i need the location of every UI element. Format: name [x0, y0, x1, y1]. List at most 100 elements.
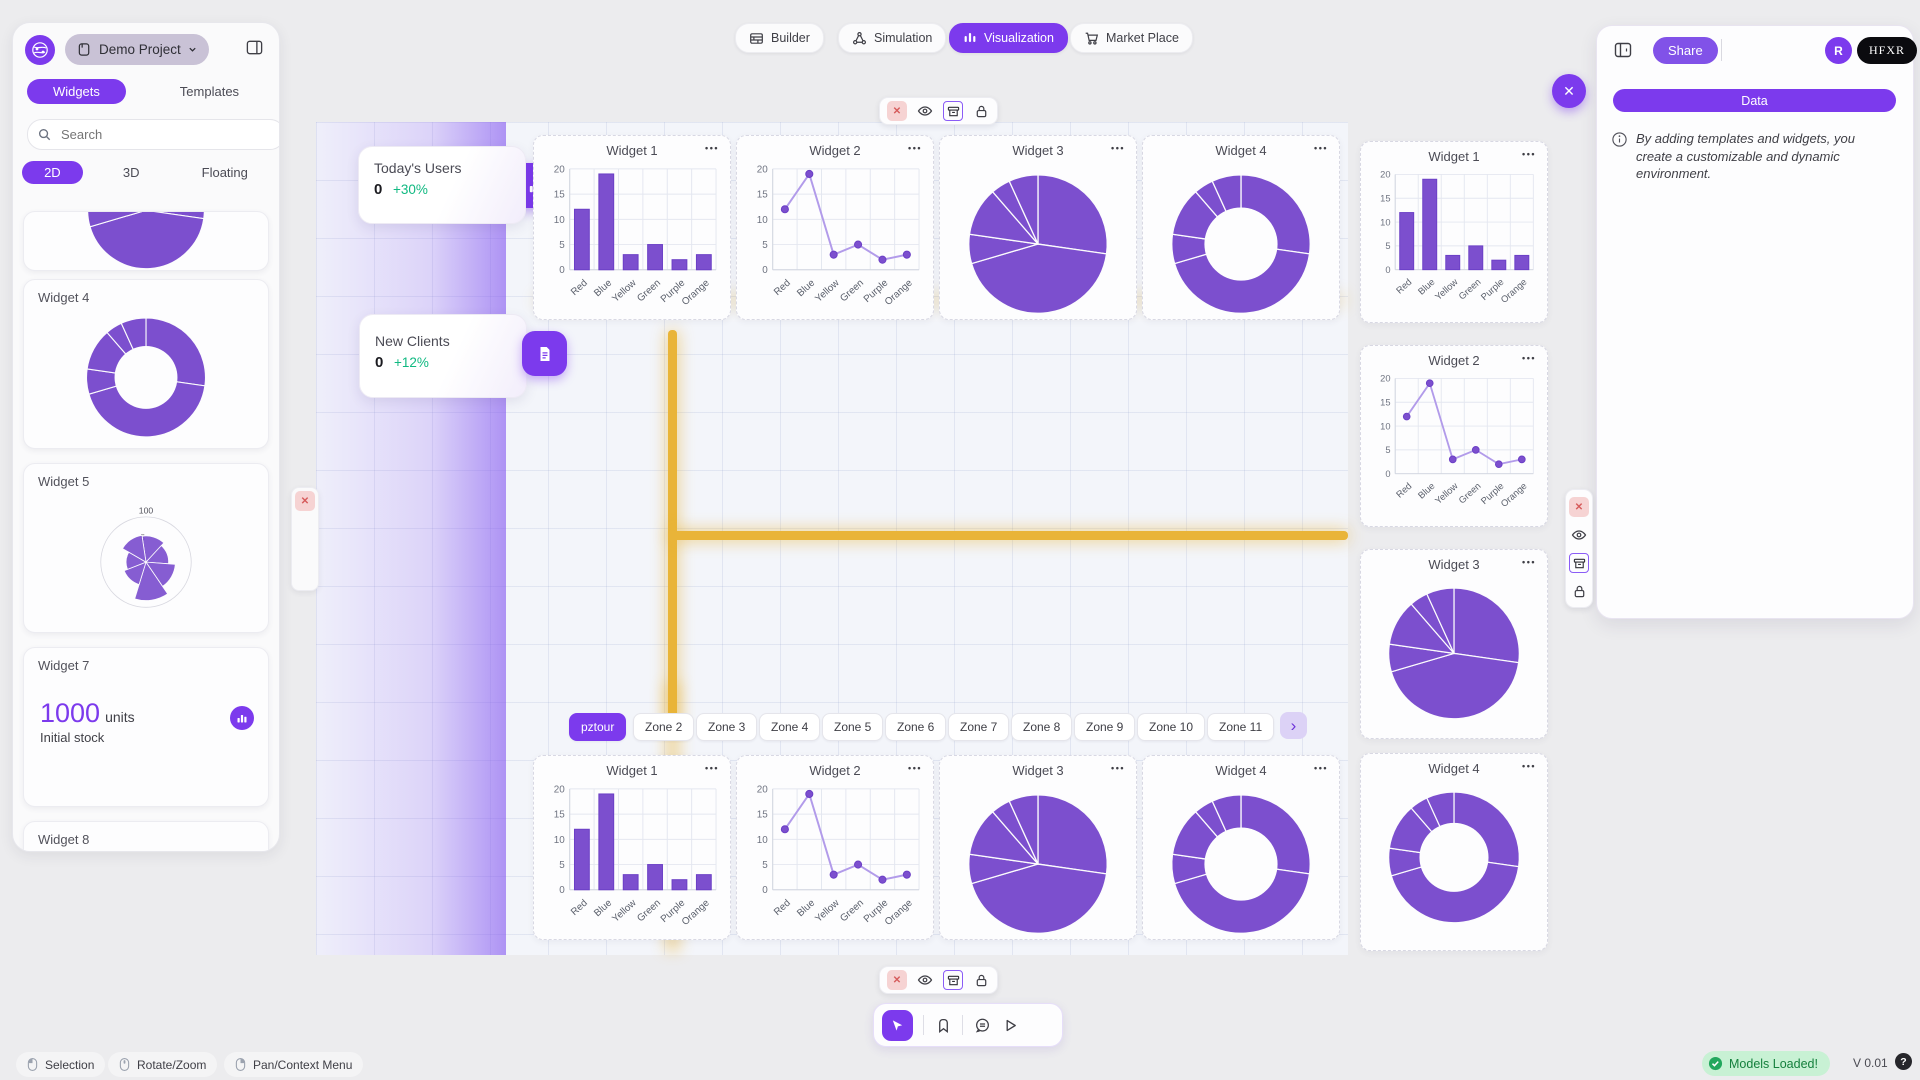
archive-icon[interactable] [943, 970, 963, 990]
zone-tab[interactable]: Zone 10 [1137, 713, 1206, 741]
canvas-widget[interactable]: Widget 2 05101520RedBlueYellowGreenPurpl… [736, 755, 934, 940]
donut-chart [1152, 161, 1330, 314]
amber-guide-horizontal[interactable] [668, 531, 1348, 540]
app-logo-icon[interactable] [25, 35, 55, 65]
archive-icon[interactable] [1569, 553, 1589, 573]
canvas-widget[interactable]: Widget 1 05101520RedBlueYellowGreenPurpl… [533, 755, 731, 940]
nav-builder[interactable]: Builder [735, 23, 824, 53]
tab-widgets[interactable]: Widgets [26, 79, 126, 104]
close-icon[interactable] [887, 970, 907, 990]
search-input[interactable] [59, 126, 243, 143]
lock-icon[interactable] [1570, 582, 1588, 600]
more-menu-icon[interactable] [908, 143, 922, 153]
svg-text:15: 15 [757, 190, 768, 201]
sidebar-widget-card[interactable]: Widget 7 1000 units Initial stock [23, 647, 269, 807]
sidebar-widget-card[interactable]: Widget 8 [23, 821, 269, 851]
canvas-widget[interactable]: Widget 1 05101520RedBlueYellowGreenPurpl… [1360, 141, 1548, 323]
lock-icon[interactable] [972, 971, 990, 989]
canvas-widget[interactable]: Widget 2 05101520RedBlueYellowGreenPurpl… [736, 135, 934, 320]
divider [1721, 39, 1722, 61]
select-tool-button[interactable] [882, 1009, 913, 1041]
share-button[interactable]: Share [1653, 37, 1718, 64]
canvas-widget[interactable]: Widget 3 [1360, 549, 1548, 739]
bookmark-icon[interactable] [934, 1016, 952, 1034]
sidebar-collapse-icon[interactable] [245, 38, 265, 58]
stat-card-new-clients[interactable]: New Clients 0 +12% [359, 314, 527, 398]
more-menu-icon[interactable] [1111, 763, 1125, 773]
zone-tab[interactable]: Zone 2 [633, 713, 695, 741]
canvas-widget[interactable]: Widget 2 05101520RedBlueYellowGreenPurpl… [1360, 345, 1548, 527]
new-clients-icon-button[interactable] [522, 331, 567, 376]
zone-tab[interactable]: Zone 6 [885, 713, 947, 741]
avatar[interactable]: R [1825, 37, 1852, 64]
canvas-widget[interactable]: Widget 4 [1142, 755, 1340, 940]
tab-templates[interactable]: Templates [179, 84, 240, 99]
widget-title: Widget 3 [1012, 763, 1064, 778]
amber-guide-vertical[interactable] [668, 330, 677, 728]
mode-3d[interactable]: 3D [122, 165, 140, 180]
panel-collapse-icon[interactable] [1613, 40, 1633, 60]
zone-tab[interactable]: Zone 9 [1074, 713, 1136, 741]
more-menu-icon[interactable] [705, 143, 719, 153]
models-loaded-status: Models Loaded! [1702, 1051, 1830, 1076]
canvas-widget[interactable]: Widget 4 [1142, 135, 1340, 320]
help-icon[interactable]: ? [1895, 1053, 1912, 1070]
svg-text:Red: Red [772, 898, 793, 918]
nav-simulation[interactable]: Simulation [838, 23, 947, 53]
visibility-icon[interactable] [916, 102, 934, 120]
statusbar-rotate-zoom[interactable]: Rotate/Zoom [108, 1052, 218, 1077]
mode-floating[interactable]: Floating [201, 165, 248, 180]
more-menu-icon[interactable] [1522, 761, 1536, 771]
visibility-icon[interactable] [1570, 526, 1588, 544]
more-menu-icon[interactable] [1111, 143, 1125, 153]
canvas-widget[interactable]: Widget 3 [939, 135, 1137, 320]
svg-text:Yellow: Yellow [813, 897, 842, 925]
canvas-widget[interactable]: Widget 1 05101520RedBlueYellowGreenPurpl… [533, 135, 731, 320]
canvas-widget[interactable]: Widget 4 [1360, 753, 1548, 951]
mode-2d[interactable]: 2D [22, 161, 83, 184]
visibility-icon[interactable] [916, 971, 934, 989]
bar-chart-icon [230, 706, 254, 730]
data-section-button[interactable]: Data [1613, 89, 1896, 112]
play-icon[interactable] [1001, 1016, 1019, 1034]
zone-tab[interactable]: Zone 4 [759, 713, 821, 741]
zone-next-button[interactable]: › [1280, 712, 1307, 739]
more-menu-icon[interactable] [908, 763, 922, 773]
widget-search[interactable] [27, 119, 279, 150]
sidebar-widget-card[interactable]: Widget 4 [23, 279, 269, 449]
close-icon[interactable] [295, 491, 315, 511]
zone-tab[interactable]: Zone 11 [1207, 713, 1275, 741]
sidebar-widget-card-partial[interactable] [23, 211, 269, 271]
widget-title: Widget 3 [1012, 143, 1064, 158]
more-menu-icon[interactable] [1522, 557, 1536, 567]
project-selector-button[interactable]: Demo Project [65, 34, 209, 65]
more-menu-icon[interactable] [1314, 763, 1328, 773]
stat-card-todays-users[interactable]: Today's Users 0 +30% [358, 146, 526, 224]
sidebar-widget-card[interactable]: Widget 5 1005 [23, 463, 269, 633]
zone-tab[interactable]: Zone 8 [1011, 713, 1073, 741]
lock-icon[interactable] [972, 102, 990, 120]
panel-close-button[interactable] [1552, 74, 1586, 108]
zone-tab[interactable]: Zone 3 [696, 713, 758, 741]
mouse-right-icon [235, 1057, 246, 1072]
nav-marketplace[interactable]: Market Place [1070, 23, 1193, 53]
statusbar-pan-context[interactable]: Pan/Context Menu [224, 1052, 364, 1077]
mouse-middle-icon [119, 1057, 130, 1072]
statusbar-selection[interactable]: Selection [16, 1052, 106, 1077]
zone-tab[interactable]: Zone 7 [948, 713, 1010, 741]
widget-title: Widget 1 [606, 143, 658, 158]
comment-icon[interactable] [973, 1016, 991, 1034]
more-menu-icon[interactable] [1522, 149, 1536, 159]
archive-icon[interactable] [943, 101, 963, 121]
close-icon[interactable] [1569, 497, 1589, 517]
canvas-widget[interactable]: Widget 3 [939, 755, 1137, 940]
zone-tab[interactable]: Zone 5 [822, 713, 884, 741]
stat-value: 0 [375, 354, 384, 371]
close-icon[interactable] [887, 101, 907, 121]
more-menu-icon[interactable] [705, 763, 719, 773]
nav-visualization[interactable]: Visualization [949, 23, 1068, 53]
more-menu-icon[interactable] [1314, 143, 1328, 153]
more-menu-icon[interactable] [1522, 353, 1536, 363]
zone-tab-pztour[interactable]: pztour [569, 713, 627, 741]
bar-chart: 0 5 10 15 20 Red Blue Yellow Green Purple Orange [1370, 167, 1538, 317]
